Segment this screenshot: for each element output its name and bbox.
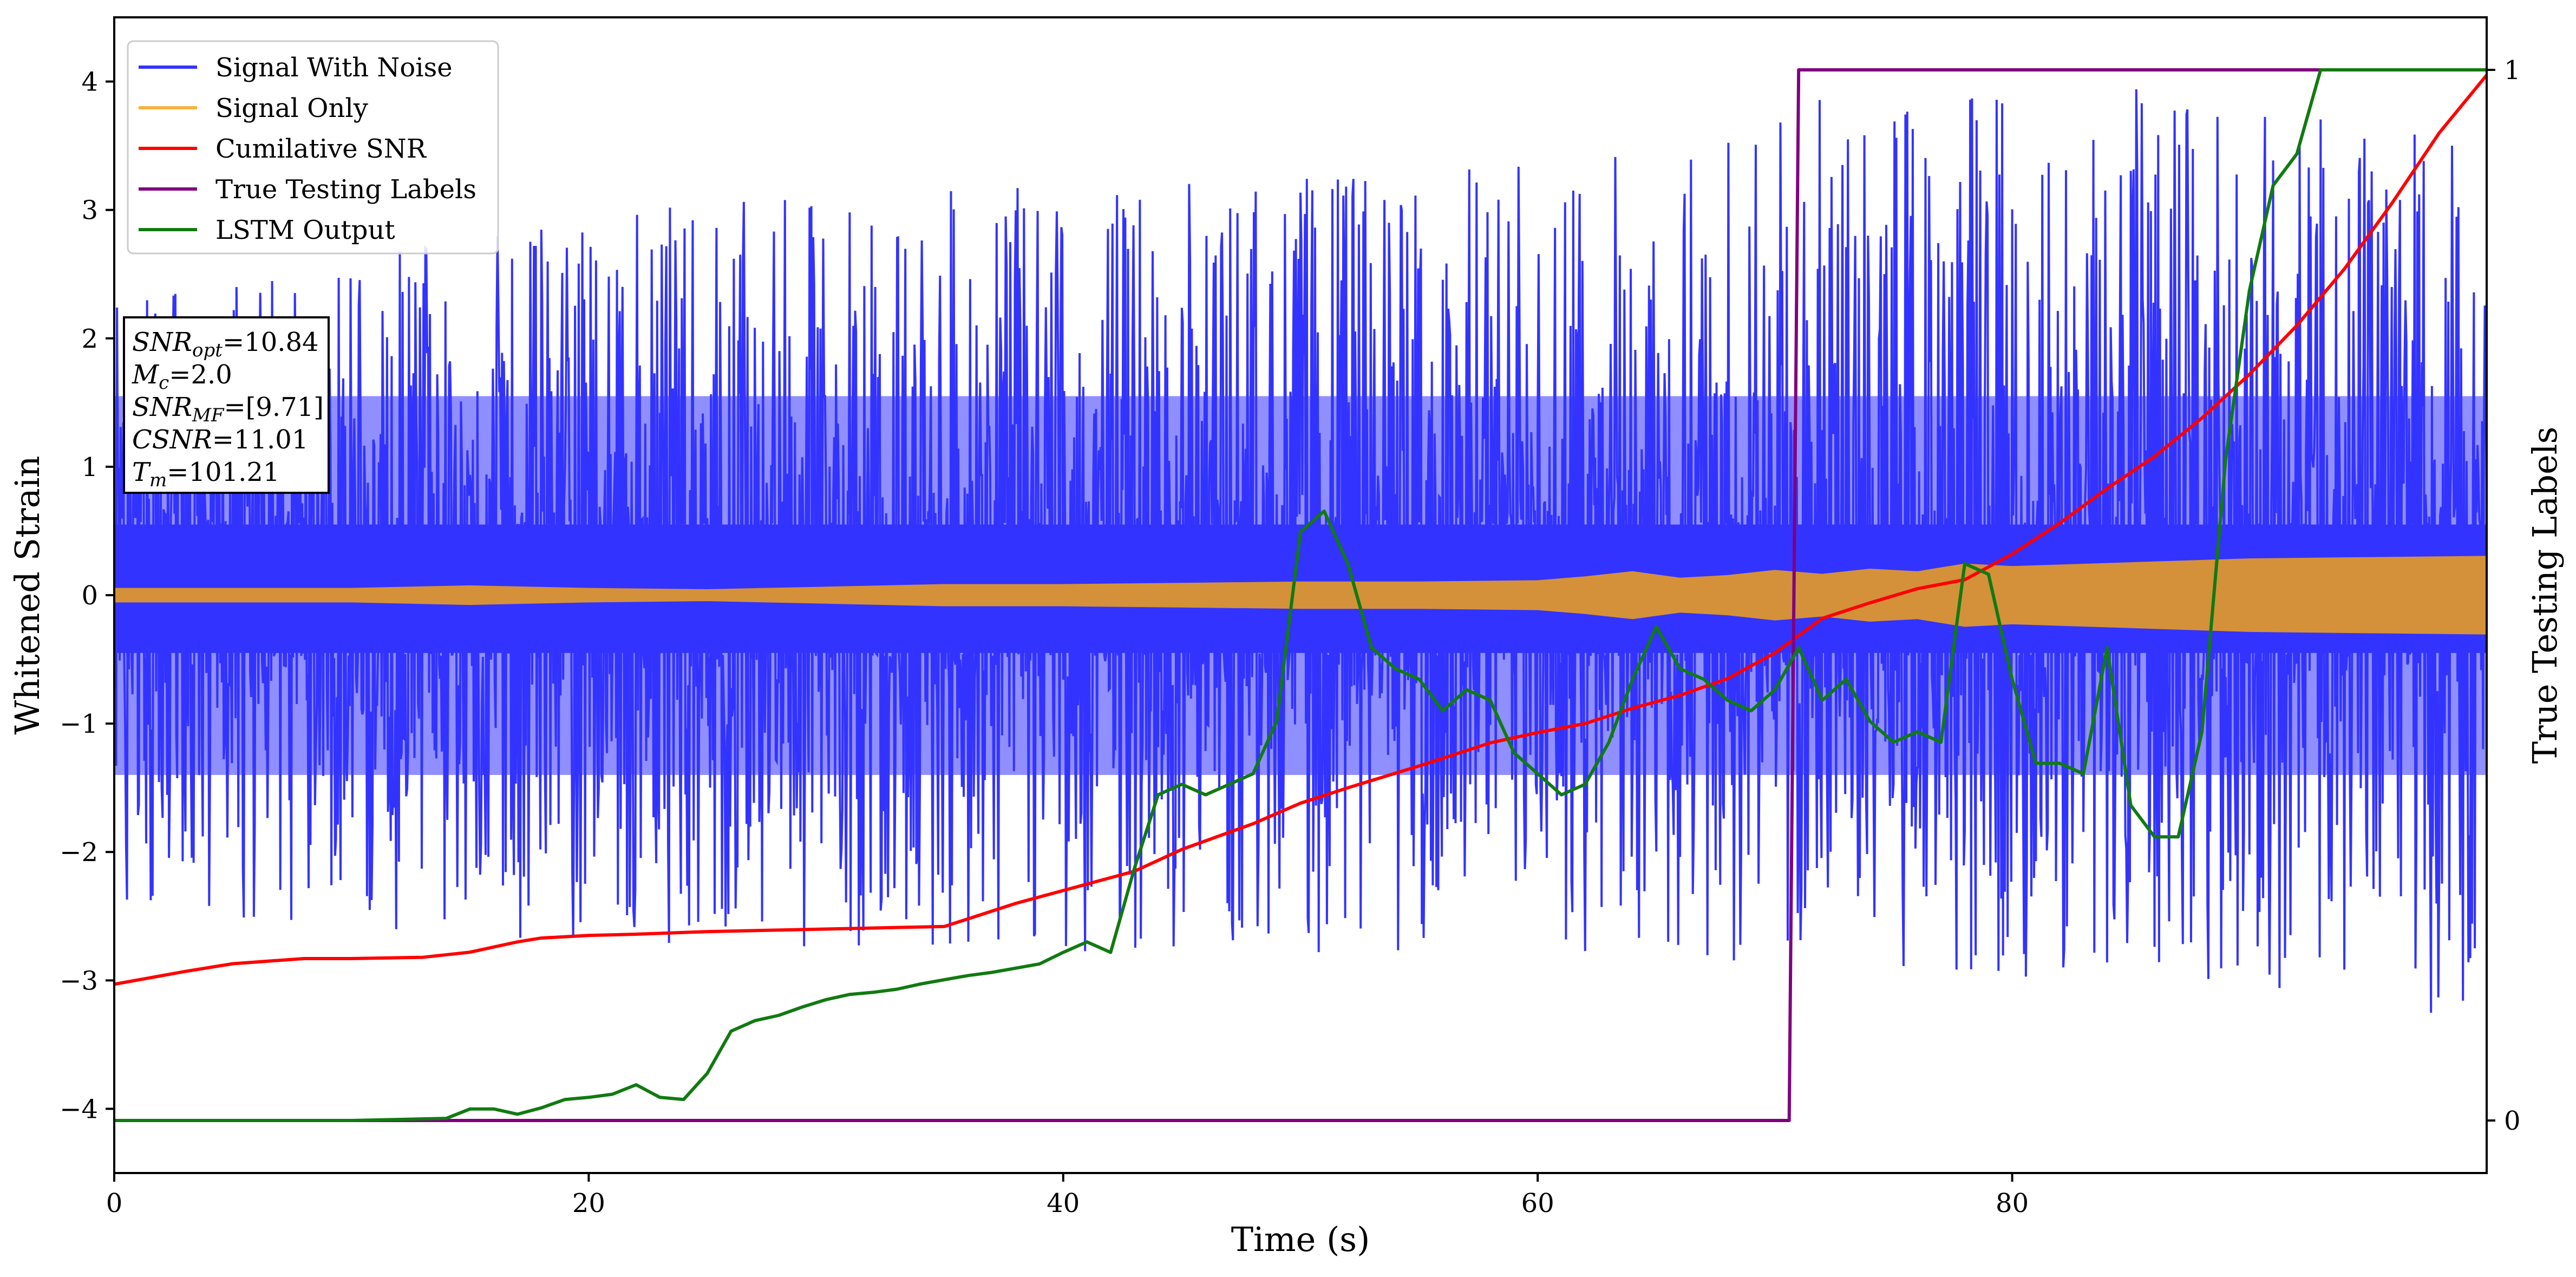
info-box-frame — [123, 316, 330, 494]
series-lstm-output — [114, 68, 2487, 1122]
series-line — [114, 68, 2487, 1122]
signal-band — [114, 556, 2487, 635]
x-tick-label: 40 — [1047, 1188, 1080, 1219]
legend-label: Cumilative SNR — [215, 134, 427, 164]
x-tick-label: 60 — [1521, 1188, 1554, 1219]
y-tick-label: 0 — [81, 581, 98, 611]
x-axis-title: Time (s) — [1231, 1220, 1370, 1259]
x-tick-label: 80 — [1996, 1188, 2029, 1219]
y-tick-label: −3 — [60, 966, 98, 996]
series-signal-only — [114, 556, 2487, 635]
y-tick-label: 3 — [81, 196, 98, 226]
info-line: CSNR=11.01 — [132, 425, 308, 455]
y-tick-label: 2 — [81, 324, 98, 354]
legend-box — [127, 40, 499, 255]
info-line: Tm=101.21 — [132, 457, 279, 491]
series-line — [114, 68, 2487, 1122]
y-tick-label: −1 — [60, 709, 98, 739]
series-cumilative-snr — [114, 74, 2487, 986]
y-tick-label: 1 — [81, 452, 98, 483]
noise-trace — [114, 89, 2487, 1013]
x-tick-label: 20 — [572, 1188, 605, 1219]
series-line — [114, 74, 2487, 986]
y-tick-label: −4 — [60, 1094, 98, 1124]
info-line: SNRMF=[9.71] — [132, 392, 324, 426]
legend: Signal With Noise Signal Only Cumilative S… — [127, 40, 499, 255]
info-line: SNRopt=10.84 — [132, 327, 319, 361]
info-box: SNRopt=10.84Mc=2.0SNRMF=[9.71]CSNR=11.01… — [123, 316, 330, 494]
legend-label: LSTM Output — [215, 215, 395, 245]
y2-tick-label: 1 — [2504, 55, 2521, 86]
y-axis-title: Whitened Strain — [8, 456, 47, 735]
info-line: Mc=2.0 — [132, 360, 232, 394]
y-tick-label: −2 — [60, 837, 98, 868]
legend-label: True Testing Labels — [215, 174, 476, 205]
y2-axis-title: True Testing Labels — [2525, 427, 2565, 764]
plot-area — [114, 68, 2487, 1122]
x-tick-label: 0 — [106, 1188, 123, 1219]
series-true-testing-labels — [114, 68, 2487, 1122]
legend-label: Signal Only — [215, 93, 368, 123]
y2-tick-label: 0 — [2504, 1106, 2521, 1136]
y-tick-label: 4 — [81, 67, 98, 97]
legend-label: Signal With Noise — [215, 53, 453, 83]
